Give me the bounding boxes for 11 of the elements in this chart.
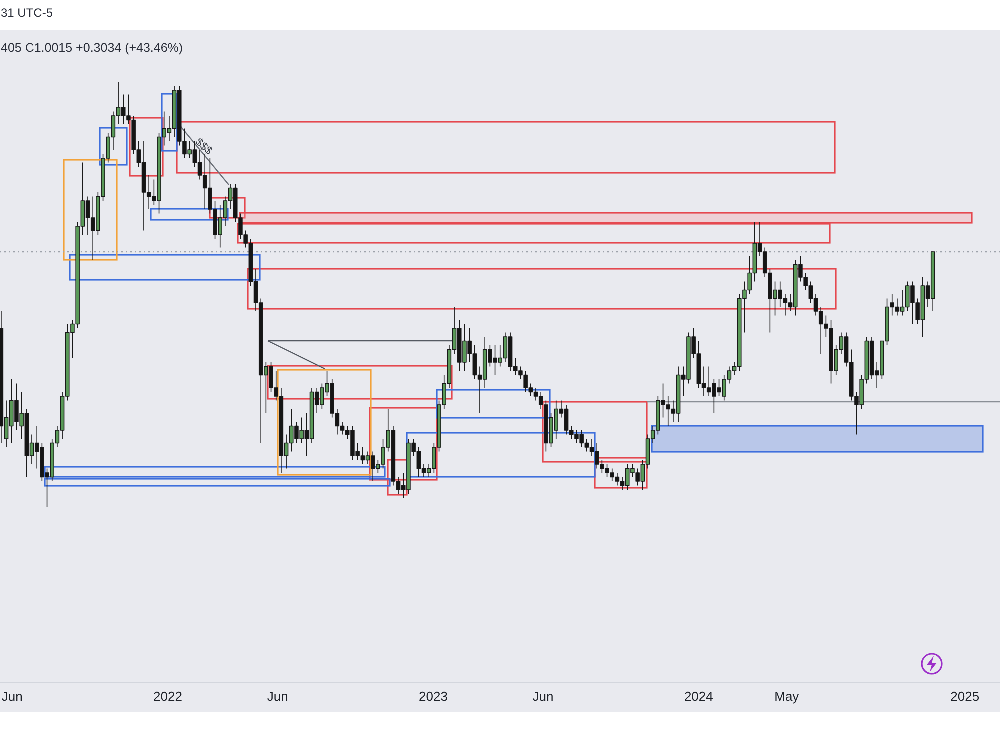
x-tick-label: 2022 bbox=[154, 689, 182, 704]
text: 405 C1.0015 +0.3034 (+43.46%) bbox=[1, 41, 184, 55]
annotation: $$$ bbox=[192, 136, 215, 158]
x-tick-label: May bbox=[774, 689, 800, 704]
x-tick-label: 2023 bbox=[418, 689, 448, 704]
x-tick-label: Jun bbox=[532, 689, 554, 704]
x-tick-label: 2024 bbox=[684, 689, 714, 704]
text: 31 UTC-5 bbox=[1, 6, 54, 20]
x-tick-label: Jun bbox=[267, 689, 288, 704]
x-tick-label: Jun bbox=[2, 689, 23, 704]
x-tick-label: 2025 bbox=[950, 689, 980, 704]
